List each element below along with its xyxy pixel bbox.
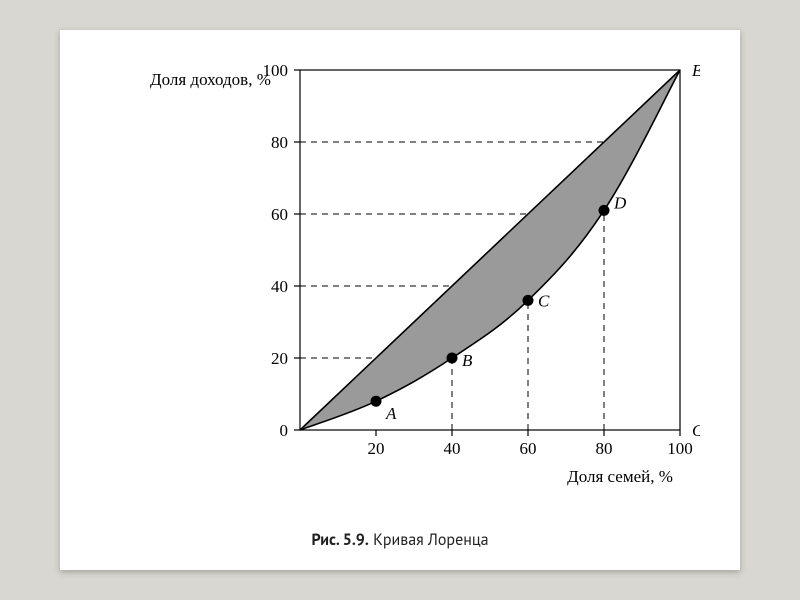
point-label-G: G xyxy=(692,421,700,440)
xtick-label: 20 xyxy=(368,439,385,458)
point-label-A: A xyxy=(385,404,397,423)
point-label-E: E xyxy=(691,61,700,80)
figure-caption: Рис. 5.9. Кривая Лоренца xyxy=(60,530,740,550)
y-axis-label: Доля доходов, % xyxy=(150,70,271,89)
point-D xyxy=(599,205,610,216)
ytick-label: 0 xyxy=(280,421,289,440)
ytick-label: 40 xyxy=(271,277,288,296)
ytick-label: 80 xyxy=(271,133,288,152)
point-label-D: D xyxy=(613,193,627,212)
figure-number: Рис. 5.9. xyxy=(311,530,368,550)
figure-title: Кривая Лоренца xyxy=(373,530,488,550)
point-B xyxy=(447,353,458,364)
point-label-B: B xyxy=(462,351,473,370)
ytick-label: 60 xyxy=(271,205,288,224)
x-axis-label: Доля семей, % xyxy=(567,467,673,486)
ytick-label: 20 xyxy=(271,349,288,368)
chart-panel: 20406080100020406080100Доля доходов, %До… xyxy=(60,30,740,570)
xtick-label: 40 xyxy=(444,439,461,458)
xtick-label: 60 xyxy=(520,439,537,458)
point-A xyxy=(371,396,382,407)
lorenz-chart: 20406080100020406080100Доля доходов, %До… xyxy=(100,50,700,490)
chart-container: 20406080100020406080100Доля доходов, %До… xyxy=(100,50,700,490)
point-C xyxy=(523,295,534,306)
equality-line xyxy=(300,70,680,430)
xtick-label: 80 xyxy=(596,439,613,458)
xtick-label: 100 xyxy=(667,439,693,458)
point-label-C: C xyxy=(538,291,550,310)
